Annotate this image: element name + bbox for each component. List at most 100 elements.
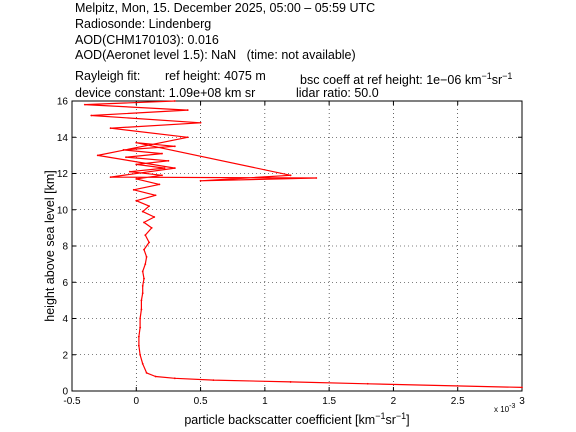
profile-point	[186, 109, 189, 111]
profile-point	[135, 178, 138, 180]
profile-point	[153, 216, 156, 218]
y-tick-label: 8	[62, 242, 68, 253]
profile-point	[154, 375, 157, 378]
profile-point	[289, 381, 292, 383]
x-tick-label: 2.5	[451, 396, 465, 407]
profile-point	[135, 199, 138, 202]
x-tick-label: 0	[134, 396, 140, 407]
profile-point	[141, 284, 144, 287]
x-tick-label: 3	[519, 396, 525, 407]
y-tick-label: 6	[62, 278, 68, 289]
x-axis-label-sup2: −1	[396, 411, 406, 421]
profile-point	[144, 234, 147, 237]
bsc-coeff-text: bsc coeff at ref height: 1e−06 km	[300, 73, 482, 88]
header-line-2: Radiosonde: Lindenberg	[75, 17, 212, 31]
profile-point	[148, 205, 151, 208]
profile-point	[289, 174, 292, 177]
profile-point	[141, 362, 144, 365]
profile-point	[366, 382, 369, 385]
profile-point	[109, 176, 112, 179]
profile-point	[125, 156, 127, 159]
profile-point	[145, 255, 148, 258]
y-axis-label: height above sea level [km]	[43, 170, 57, 321]
profile-point	[109, 127, 112, 130]
profile-point	[158, 183, 161, 186]
profile-point	[161, 174, 163, 177]
x-multiplier-base: x 10	[494, 405, 510, 414]
header-ref-height: ref height: 4075 m	[165, 69, 266, 83]
y-tick-label: 12	[57, 169, 69, 180]
profile-point	[141, 270, 144, 273]
x-tick-label: 1.5	[322, 396, 336, 407]
profile-point	[135, 163, 138, 166]
profile-point	[150, 226, 153, 229]
bsc-coeff-sr: sr	[491, 73, 503, 88]
profile-point	[212, 379, 215, 382]
profile-point	[143, 277, 145, 280]
profile-point	[137, 335, 140, 338]
x-tick-label: 1	[262, 396, 268, 407]
x-multiplier-exp: -3	[509, 403, 515, 410]
profile-point	[161, 152, 163, 155]
bsc-coeff-sup1: −1	[481, 71, 492, 81]
profile-point	[122, 149, 125, 151]
profile-point	[96, 154, 99, 157]
profile-point	[128, 170, 131, 173]
profile-point	[139, 353, 142, 356]
header-line-1: Melpitz, Mon, 15. December 2025, 05:00 –…	[75, 1, 376, 15]
x-multiplier: x 10-3	[494, 403, 515, 414]
profile-point	[90, 114, 93, 117]
profile-point	[163, 167, 166, 169]
profile-point	[199, 179, 202, 182]
x-tick-label: -0.5	[63, 396, 81, 407]
profile-point	[148, 241, 151, 244]
bsc-coeff-sup2: −1	[502, 71, 513, 81]
x-axis-label-end: ]	[406, 413, 409, 427]
header-rayleigh-label: Rayleigh fit:	[75, 69, 141, 83]
profile-point	[167, 159, 170, 162]
x-axis-label-sup1: −1	[375, 411, 385, 421]
x-tick-label: 2	[391, 396, 397, 407]
y-tick-label: 10	[57, 205, 69, 216]
profile-point	[521, 386, 523, 389]
x-axis-label-sr: sr	[385, 413, 395, 427]
x-tick-label: 0.5	[194, 396, 208, 407]
profile-point	[139, 326, 142, 329]
profile-point	[315, 177, 318, 179]
header-bsc-coeff: bsc coeff at ref height: 1e−06 km−1sr−1	[300, 69, 512, 87]
y-tick-label: 0	[62, 387, 68, 398]
profile-point	[145, 371, 148, 374]
x-axis-label: particle backscatter coefficient [km−1sr…	[184, 411, 409, 427]
profile-point	[143, 248, 145, 251]
profile-point	[173, 100, 176, 102]
profile-point	[173, 377, 176, 380]
series-layer	[83, 100, 523, 389]
profile-point	[140, 299, 143, 302]
header-line-4: AOD(Aeronet level 1.5): NaN (time: not a…	[75, 48, 356, 62]
y-tick-label: 4	[62, 314, 68, 325]
profile-point	[173, 145, 176, 148]
profile-point	[141, 292, 144, 295]
profile-point	[144, 263, 147, 266]
header-lidar-ratio: lidar ratio: 50.0	[296, 86, 379, 100]
profile-point	[139, 317, 142, 320]
profile-point	[140, 308, 143, 311]
profile-point	[199, 121, 202, 124]
backscatter-profile-line	[84, 100, 523, 388]
y-tick-label: 2	[62, 350, 68, 361]
profile-point	[173, 167, 176, 169]
profile-point	[141, 210, 144, 213]
profile-point	[135, 141, 138, 144]
profile-point	[143, 221, 145, 224]
profile-point	[154, 194, 157, 197]
profile-point	[186, 136, 189, 139]
header-device-constant: device constant: 1.09e+08 km sr	[75, 86, 256, 100]
profile-point	[132, 188, 135, 191]
y-tick-label: 16	[57, 97, 69, 108]
profile-point	[137, 344, 140, 347]
x-axis-label-main: particle backscatter coefficient [km	[184, 413, 375, 427]
y-tick-label: 14	[57, 133, 69, 144]
header-line-3: AOD(CHM170103): 0.016	[75, 33, 219, 47]
